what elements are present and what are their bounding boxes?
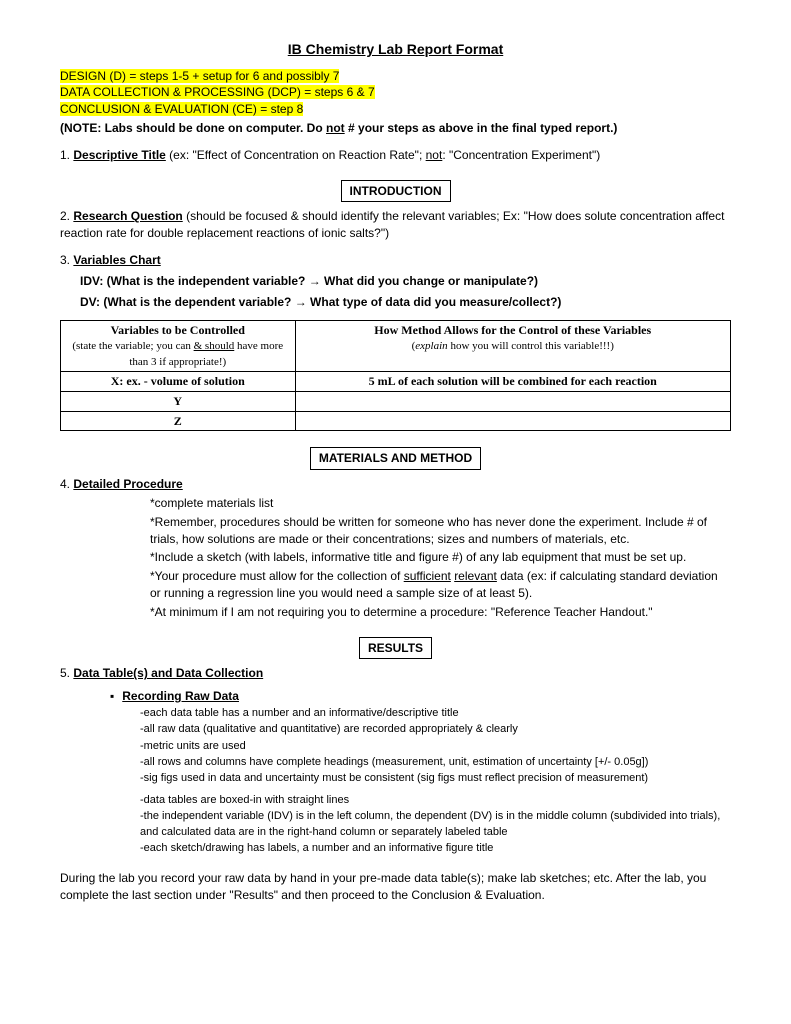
section-materials-method: MATERIALS AND METHOD [310, 447, 481, 470]
table-cell [295, 411, 731, 431]
table-cell: Y [61, 391, 296, 411]
highlight-design: DESIGN (D) = steps 1-5 + setup for 6 and… [60, 68, 731, 85]
section-results: RESULTS [359, 637, 432, 660]
bullet-recording-raw-data: Recording Raw Data [110, 689, 239, 703]
highlight-ce: CONCLUSION & EVALUATION (CE) = step 8 [60, 101, 731, 118]
variables-table: Variables to be Controlled (state the va… [60, 320, 731, 431]
section-introduction: INTRODUCTION [341, 180, 451, 203]
table-cell: Z [61, 411, 296, 431]
item-4: 4. Detailed Procedure *complete material… [60, 476, 731, 620]
procedure-line: *Remember, procedures should be written … [150, 514, 731, 548]
item-2: 2. Research Question (should be focused … [60, 208, 731, 242]
closing-paragraph: During the lab you record your raw data … [60, 870, 731, 904]
table-header-col1: Variables to be Controlled (state the va… [61, 321, 296, 372]
item-5: 5. Data Table(s) and Data Collection Rec… [60, 665, 731, 856]
highlight-dcp: DATA COLLECTION & PROCESSING (DCP) = ste… [60, 84, 731, 101]
item-3: 3. Variables Chart IDV: (What is the ind… [60, 252, 731, 310]
table-header-col2: How Method Allows for the Control of the… [295, 321, 731, 372]
dv-line: DV: (What is the dependent variable?What… [80, 294, 731, 311]
procedure-line: *At minimum if I am not requiring you to… [150, 604, 731, 621]
item-1: 1. Descriptive Title (ex: "Effect of Con… [60, 147, 731, 164]
procedure-line: *complete materials list [150, 495, 731, 512]
idv-line: IDV: (What is the independent variable?W… [80, 273, 731, 290]
dash-list: -each data table has a number and an inf… [140, 706, 731, 857]
procedure-line: *Your procedure must allow for the colle… [150, 568, 731, 602]
table-cell: X: ex. - volume of solution [61, 371, 296, 391]
table-cell [295, 391, 731, 411]
procedure-line: *Include a sketch (with labels, informat… [150, 549, 731, 566]
table-cell: 5 mL of each solution will be combined f… [295, 371, 731, 391]
note-line: (NOTE: Labs should be done on computer. … [60, 120, 731, 137]
page-title: IB Chemistry Lab Report Format [60, 40, 731, 60]
